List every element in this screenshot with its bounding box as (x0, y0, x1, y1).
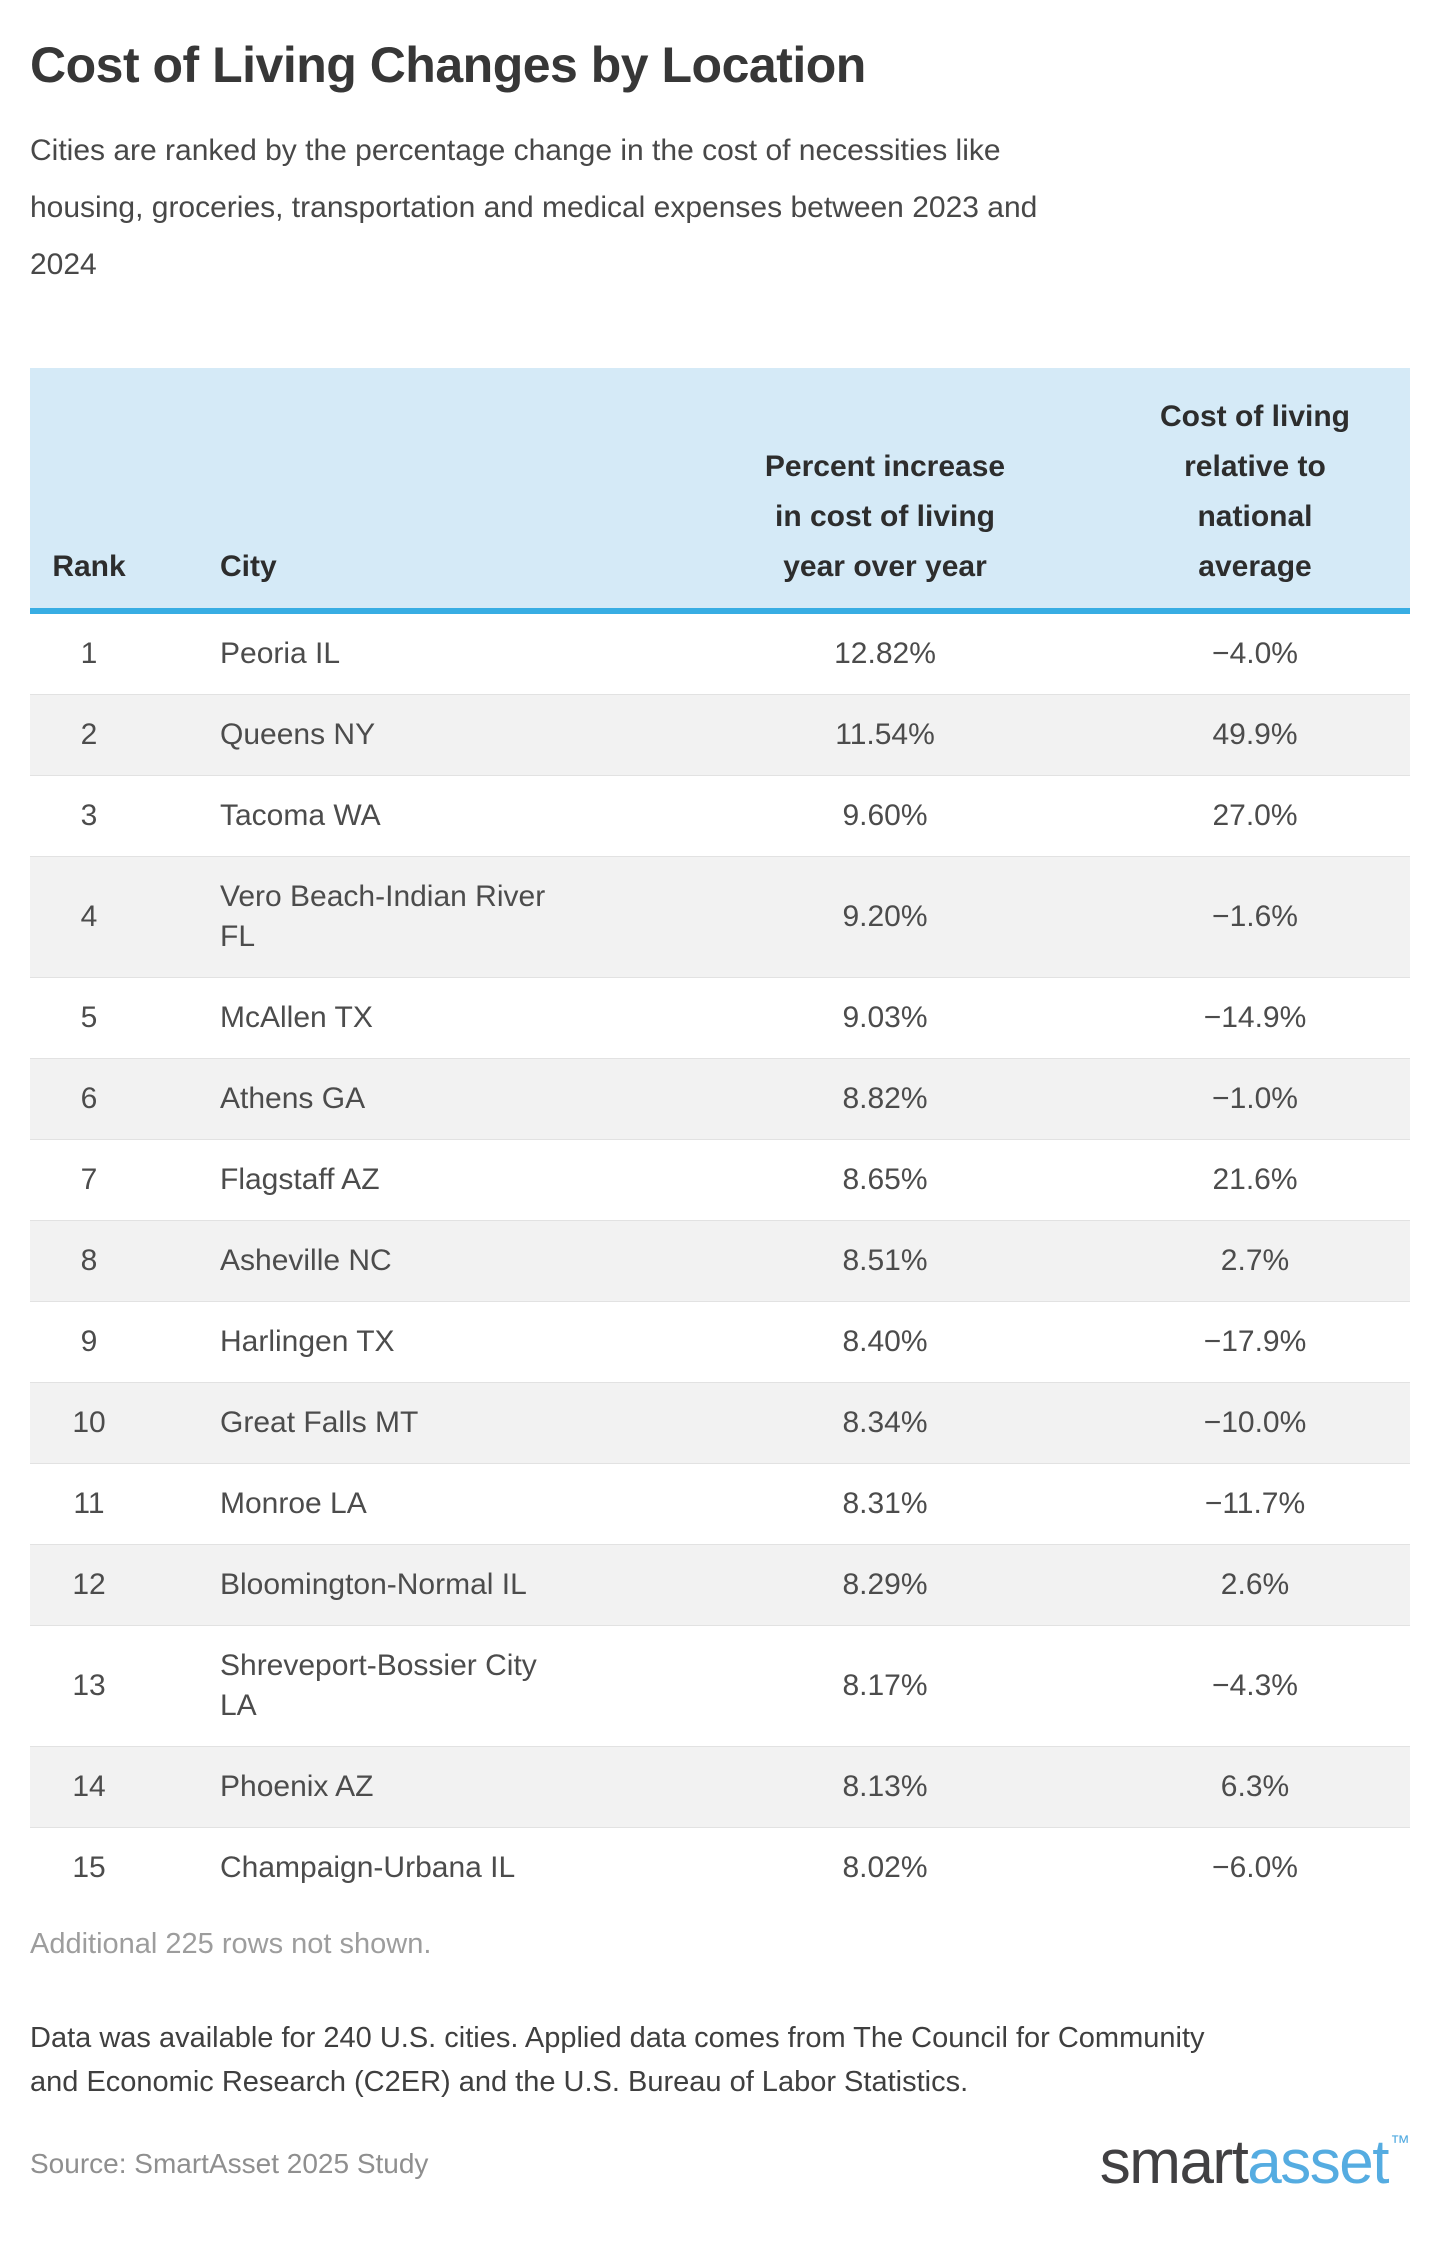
percent-increase-cell: 8.13% (720, 1746, 1050, 1828)
smartasset-logo: smartasset ™ (1100, 2110, 1410, 2196)
table-row: 3 Tacoma WA 9.60% 27.0% (30, 775, 1410, 857)
table-row: 12 Bloomington-Normal IL 8.29% 2.6% (30, 1544, 1410, 1626)
city-cell: Queens NY (148, 694, 720, 776)
city-cell: Bloomington-Normal IL (148, 1544, 720, 1626)
table-row: 14 Phoenix AZ 8.13% 6.3% (30, 1746, 1410, 1828)
relative-to-national-cell: 49.9% (1050, 694, 1410, 776)
rank-cell: 10 (30, 1382, 148, 1464)
percent-increase-cell: 8.82% (720, 1058, 1050, 1140)
table-row: 15 Champaign-Urbana IL 8.02% −6.0% (30, 1827, 1410, 1908)
rank-cell: 13 (30, 1625, 148, 1747)
percent-increase-cell: 12.82% (834, 637, 936, 670)
relative-to-national-cell: 21.6% (1050, 1139, 1410, 1221)
rank-cell: 2 (30, 694, 148, 776)
relative-to-national-cell: 6.3% (1050, 1746, 1410, 1828)
city-cell: Vero Beach-Indian River FL (148, 856, 720, 978)
table-row: 2 Queens NY 11.54% 49.9% (30, 694, 1410, 776)
rank-cell: 3 (30, 775, 148, 857)
table-header: Rank City Percent increase in cost of li… (30, 368, 1410, 614)
source-credit: Source: SmartAsset 2025 Study (30, 2148, 429, 2179)
percent-increase-cell: 8.40% (720, 1301, 1050, 1383)
rank-cell: 8 (30, 1220, 148, 1302)
table-row: 8 Asheville NC 8.51% 2.7% (30, 1220, 1410, 1302)
city-cell: Phoenix AZ (148, 1746, 720, 1828)
city-cell: McAllen TX (148, 977, 720, 1059)
percent-increase-cell: 9.03% (720, 977, 1050, 1059)
column-header-rank: Rank (30, 368, 148, 614)
percent-increase-cell: 8.17% (720, 1625, 1050, 1747)
column-header-relative-to-national: Cost of living relative to national aver… (1050, 368, 1410, 614)
table-row: 5 McAllen TX 9.03% −14.9% (30, 977, 1410, 1059)
relative-to-national-cell: −1.6% (1050, 856, 1410, 978)
city-cell: Harlingen TX (148, 1301, 720, 1383)
rank-cell: 11 (30, 1463, 148, 1545)
infographic: Cost of Living Changes by Location Citie… (0, 35, 1440, 2196)
rank-cell: 7 (30, 1139, 148, 1221)
relative-to-national-cell: −4.0% (1212, 637, 1298, 670)
rows-not-shown-note: Additional 225 rows not shown. (30, 1928, 432, 1960)
relative-to-national-cell: 2.6% (1050, 1544, 1410, 1626)
logo-text-smart: smart (1099, 2128, 1249, 2197)
table-row: 9 Harlingen TX 8.40% −17.9% (30, 1301, 1410, 1383)
city-cell: Shreveport-Bossier City LA (148, 1625, 720, 1747)
rank-cell: 1 (80, 637, 98, 670)
rank-cell: 15 (30, 1827, 148, 1908)
footer-bottom-row: Source: SmartAsset 2025 Study smartasset… (30, 2110, 1410, 2196)
rank-cell: 14 (30, 1746, 148, 1828)
relative-to-national-cell: −11.7% (1050, 1463, 1410, 1545)
table-row: 1 Peoria IL 12.82% −4.0% (30, 611, 1410, 695)
cost-of-living-table: Rank City Percent increase in cost of li… (30, 368, 1410, 1908)
rank-cell: 9 (30, 1301, 148, 1383)
rank-cell: 5 (30, 977, 148, 1059)
percent-increase-cell: 8.51% (720, 1220, 1050, 1302)
percent-increase-cell: 8.02% (720, 1827, 1050, 1908)
table-row: 11 Monroe LA 8.31% −11.7% (30, 1463, 1410, 1545)
table-row: 7 Flagstaff AZ 8.65% 21.6% (30, 1139, 1410, 1221)
table-row: 4 Vero Beach-Indian River FL 9.20% −1.6% (30, 856, 1410, 978)
city-cell: Champaign-Urbana IL (148, 1827, 720, 1908)
column-header-percent-increase: Percent increase in cost of living year … (720, 368, 1050, 614)
table-body: 1 Peoria IL 12.82% −4.0% 2 Queens NY 11.54% 49.… (30, 611, 1410, 1908)
percent-increase-cell: 8.65% (720, 1139, 1050, 1221)
rank-cell: 6 (30, 1058, 148, 1140)
percent-increase-cell: 8.34% (720, 1382, 1050, 1464)
page-subtitle: Cities are ranked by the percentage chan… (30, 134, 1038, 281)
relative-to-national-cell: −6.0% (1050, 1827, 1410, 1908)
percent-increase-cell: 8.29% (720, 1544, 1050, 1626)
percent-increase-cell: 8.31% (720, 1463, 1050, 1545)
relative-to-national-cell: −4.3% (1050, 1625, 1410, 1747)
city-cell: Flagstaff AZ (148, 1139, 720, 1221)
percent-increase-cell: 11.54% (720, 694, 1050, 776)
table-row: 6 Athens GA 8.82% −1.0% (30, 1058, 1410, 1140)
city-cell: Asheville NC (148, 1220, 720, 1302)
relative-to-national-cell: 27.0% (1050, 775, 1410, 857)
percent-increase-cell: 9.60% (720, 775, 1050, 857)
relative-to-national-cell: −17.9% (1050, 1301, 1410, 1383)
rank-cell: 12 (30, 1544, 148, 1626)
table-header-row: Rank City Percent increase in cost of li… (30, 368, 1410, 614)
column-header-city: City (148, 368, 720, 614)
city-cell: Great Falls MT (148, 1382, 720, 1464)
table-row: 10 Great Falls MT 8.34% −10.0% (30, 1382, 1410, 1464)
percent-increase-cell: 9.20% (720, 856, 1050, 978)
rank-cell: 4 (30, 856, 148, 978)
city-cell: Monroe LA (148, 1463, 720, 1545)
relative-to-national-cell: 2.7% (1050, 1220, 1410, 1302)
city-cell: Peoria IL (220, 637, 341, 670)
page-title: Cost of Living Changes by Location (30, 37, 866, 93)
trademark-symbol: ™ (1390, 2132, 1410, 2154)
relative-to-national-cell: −14.9% (1050, 977, 1410, 1059)
methodology-note: Data was available for 240 U.S. cities. … (30, 2022, 1205, 2098)
table-row: 13 Shreveport-Bossier City LA 8.17% −4.3% (30, 1625, 1410, 1747)
city-cell: Tacoma WA (148, 775, 720, 857)
relative-to-national-cell: −1.0% (1050, 1058, 1410, 1140)
logo-text-asset: asset (1247, 2128, 1389, 2197)
city-cell: Athens GA (148, 1058, 720, 1140)
relative-to-national-cell: −10.0% (1050, 1382, 1410, 1464)
